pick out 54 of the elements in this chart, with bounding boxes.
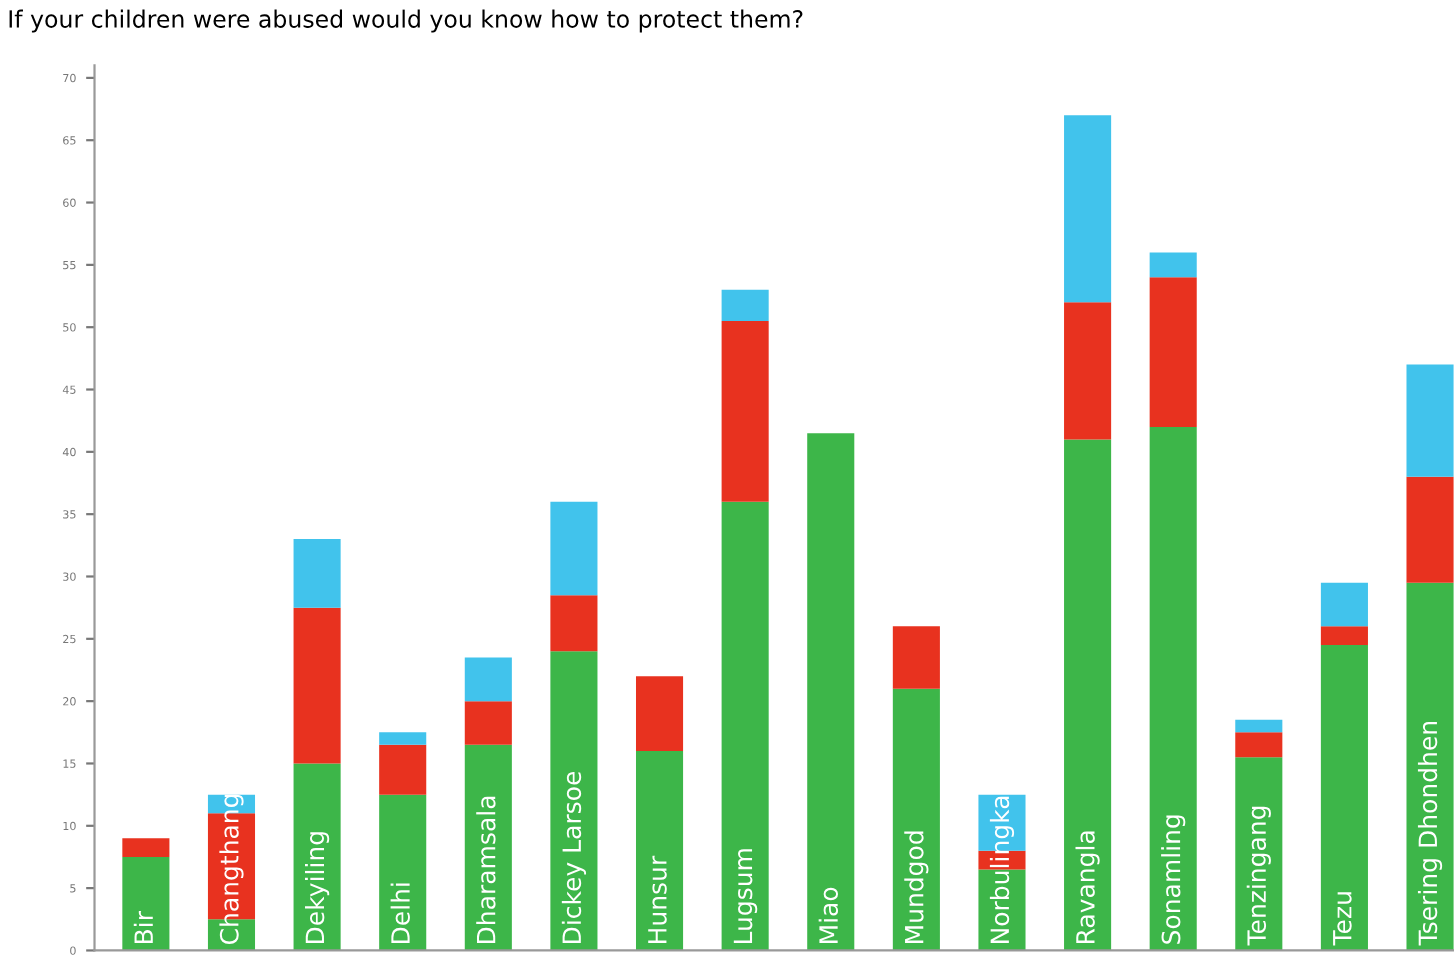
bar bbox=[1064, 302, 1112, 440]
x-tick-label: Delhi bbox=[390, 883, 410, 944]
bar bbox=[293, 539, 341, 608]
bar bbox=[464, 657, 512, 702]
bar bbox=[721, 289, 769, 321]
bar bbox=[379, 794, 427, 951]
bar bbox=[892, 688, 940, 951]
chart-title: If your children were abused would you know how to protect them? bbox=[9, 9, 803, 33]
x-tick-label: Tsering Dhondhen bbox=[1417, 721, 1443, 946]
bar bbox=[122, 856, 170, 951]
bar bbox=[1149, 252, 1197, 278]
x-tick-label: Ravangla bbox=[1075, 831, 1100, 944]
bar bbox=[1149, 277, 1197, 427]
bar bbox=[1064, 439, 1112, 951]
bar bbox=[721, 320, 769, 502]
bar bbox=[1406, 476, 1454, 583]
bar bbox=[635, 751, 684, 951]
bar bbox=[807, 433, 855, 951]
bar bbox=[1235, 719, 1283, 733]
bar bbox=[721, 501, 769, 951]
bar bbox=[1149, 426, 1197, 951]
bar bbox=[1406, 582, 1454, 951]
bar bbox=[1406, 364, 1454, 477]
bar bbox=[464, 701, 512, 745]
bar bbox=[1320, 582, 1368, 627]
bar bbox=[1320, 645, 1368, 951]
bar bbox=[1320, 626, 1368, 646]
x-tick-label: Mundgod bbox=[904, 831, 929, 944]
bar bbox=[122, 838, 170, 857]
x-tick-label: Dickey Larsoe bbox=[561, 771, 587, 944]
bar bbox=[1235, 757, 1283, 951]
bar bbox=[892, 626, 940, 689]
x-tick-label: Hunsur bbox=[648, 855, 667, 944]
bar bbox=[1064, 115, 1112, 303]
x-tick-label: Tezu bbox=[1333, 892, 1352, 946]
x-tick-label: Dharamsala bbox=[476, 796, 496, 944]
x-tick-label: Norbulingka bbox=[989, 796, 1015, 944]
x-tick-label: Miao bbox=[818, 887, 839, 944]
bar bbox=[379, 732, 427, 745]
x-tick-label: Sonamling bbox=[1161, 815, 1186, 944]
x-tick-label: Bir bbox=[133, 911, 153, 944]
x-tick-label: Tenzingang bbox=[1246, 806, 1271, 946]
bar bbox=[550, 651, 598, 951]
x-tick-label: Lugsum bbox=[733, 849, 758, 944]
bar bbox=[1235, 732, 1283, 758]
x-tick-label: Dekyiling bbox=[305, 832, 330, 944]
bar bbox=[293, 607, 341, 764]
bar bbox=[293, 763, 341, 951]
bar bbox=[379, 744, 427, 795]
bar bbox=[464, 744, 512, 951]
bar bbox=[550, 595, 598, 652]
bar bbox=[550, 501, 598, 596]
x-tick-label: Changthang bbox=[219, 794, 244, 945]
bar bbox=[635, 676, 684, 752]
